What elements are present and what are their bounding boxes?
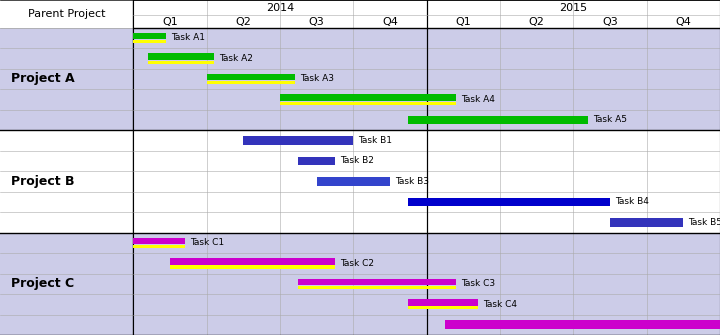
Bar <box>610 218 683 226</box>
Bar <box>408 116 588 124</box>
Text: Project A: Project A <box>11 72 74 85</box>
Bar <box>133 28 720 130</box>
Text: Task A2: Task A2 <box>219 54 253 63</box>
Text: 2015: 2015 <box>559 3 588 13</box>
Bar <box>298 286 456 289</box>
Text: Task B4: Task B4 <box>615 197 649 206</box>
Text: Task B3: Task B3 <box>395 177 429 186</box>
Bar <box>133 130 720 232</box>
Bar <box>207 81 294 84</box>
Bar <box>243 136 354 145</box>
Bar <box>408 307 478 310</box>
Text: Q4: Q4 <box>382 16 398 26</box>
Bar <box>170 258 335 265</box>
Bar <box>133 232 720 335</box>
Bar <box>133 245 184 248</box>
Bar <box>408 299 478 306</box>
Text: Q3: Q3 <box>602 16 618 26</box>
Bar <box>133 40 166 43</box>
Text: Q1: Q1 <box>455 16 471 26</box>
Bar <box>408 198 610 206</box>
Bar <box>298 156 335 165</box>
Bar <box>133 238 184 244</box>
Text: Task C3: Task C3 <box>461 279 495 288</box>
Bar <box>280 102 456 105</box>
Text: Task A1: Task A1 <box>171 34 205 43</box>
Bar <box>298 278 456 285</box>
Bar <box>207 74 294 80</box>
Bar <box>445 321 720 329</box>
Bar <box>0 130 133 232</box>
Bar <box>148 53 214 60</box>
Text: Q3: Q3 <box>309 16 325 26</box>
Text: 2014: 2014 <box>266 3 294 13</box>
Bar <box>0 232 133 335</box>
Bar <box>280 94 456 101</box>
Text: Project B: Project B <box>11 175 74 188</box>
Text: Task C1: Task C1 <box>189 238 224 247</box>
Bar <box>133 33 166 40</box>
Bar <box>133 0 720 28</box>
Bar <box>170 265 335 269</box>
Bar <box>0 28 133 130</box>
Text: Task C2: Task C2 <box>340 259 374 268</box>
Bar <box>148 61 214 64</box>
Text: Task B1: Task B1 <box>359 136 392 145</box>
Text: Q1: Q1 <box>162 16 178 26</box>
Bar <box>317 177 390 186</box>
Text: Parent Project: Parent Project <box>28 9 105 19</box>
Text: Project C: Project C <box>11 277 73 290</box>
Text: Task A4: Task A4 <box>461 95 495 104</box>
Text: Q2: Q2 <box>528 16 544 26</box>
Text: Task C4: Task C4 <box>483 300 517 309</box>
Text: Q4: Q4 <box>675 16 691 26</box>
Text: Task B2: Task B2 <box>340 156 374 165</box>
Bar <box>0 0 133 28</box>
Text: Task A5: Task A5 <box>593 115 627 124</box>
Text: Task A3: Task A3 <box>300 74 333 83</box>
Text: Task B5: Task B5 <box>688 218 720 227</box>
Text: Q2: Q2 <box>235 16 251 26</box>
